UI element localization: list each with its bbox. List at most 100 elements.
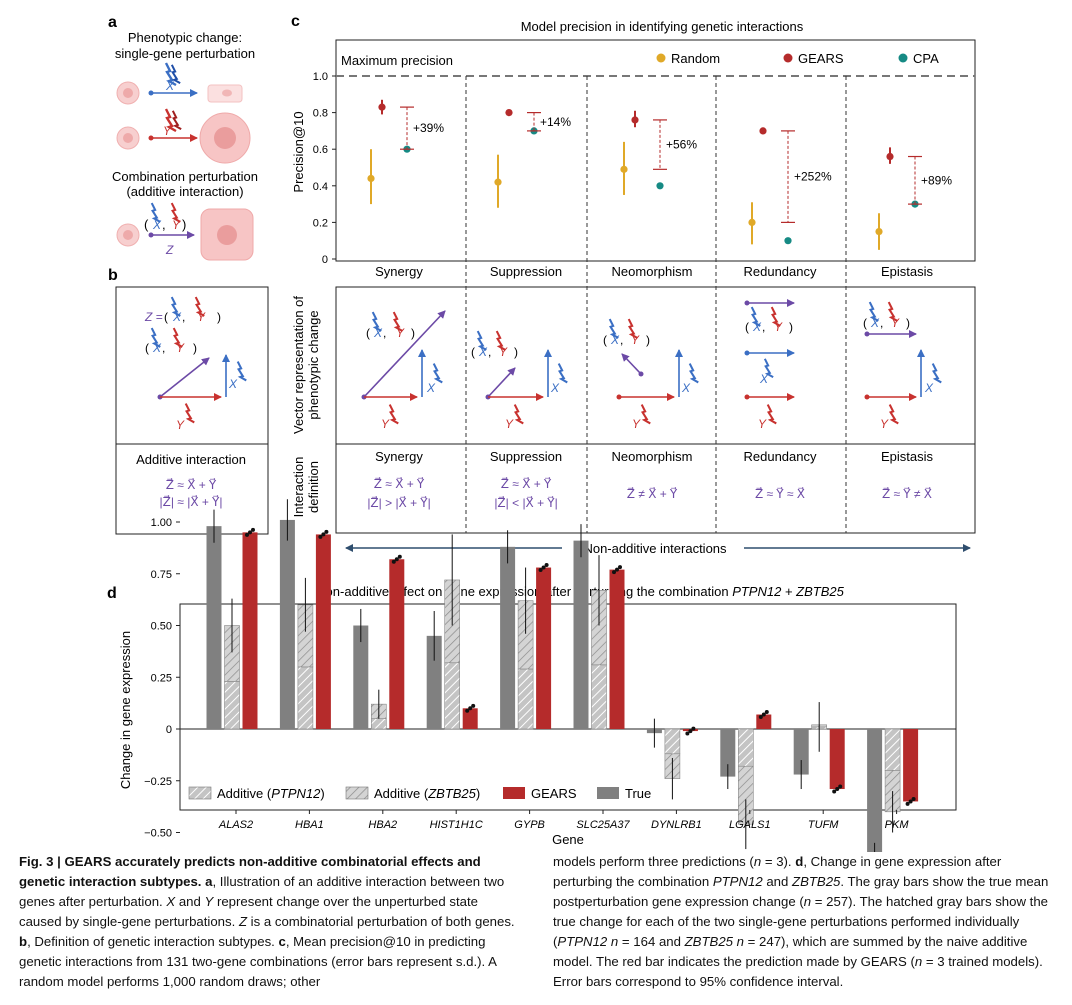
sup-yv-label: Y — [505, 417, 514, 431]
legend-cpa-label: CPA — [913, 51, 939, 66]
panel-label-d: d — [107, 585, 117, 602]
point-gears — [378, 103, 386, 111]
subtype-names: Synergy Suppression Neomorphism Redundan… — [375, 264, 933, 279]
caption-fragment: models perform three predictions ( — [553, 854, 754, 869]
bar-true — [573, 540, 589, 729]
vector-epistasis: ( X , Y ) X Y — [863, 301, 943, 431]
c-ytick-label: 1.0 — [313, 71, 328, 83]
panel-b-y-vec-label: Y — [176, 418, 185, 432]
gears-replicate-dot — [544, 563, 549, 568]
syn-y-label: Y — [396, 326, 405, 340]
panel-b-paren-open-1: ( — [164, 310, 168, 324]
red-paren-open: ( — [745, 320, 749, 334]
epi-xv-label: X — [924, 381, 934, 395]
gears-replicate-dot — [758, 714, 763, 719]
sup-paren-open: ( — [471, 345, 475, 359]
caption-column-2: models perform three predictions ( n = 3)… — [553, 852, 1053, 992]
caption-fragment: = 3 trained models). Error bars correspo… — [553, 954, 1043, 989]
legend-additive-ptpn12-label: Additive (PTPN12) — [217, 786, 325, 801]
d-ytick-label: 0.25 — [151, 672, 172, 684]
gears-replicate-dot — [318, 534, 323, 539]
panel-label-c: c — [291, 13, 300, 30]
epi-x-label: X — [870, 316, 880, 330]
bar-true — [426, 635, 442, 729]
panel-d-title: Non-additive effect on gene expression a… — [316, 584, 844, 599]
bar-gears — [462, 708, 478, 729]
caption-fragment: , Change in gene expression after pertur… — [553, 854, 1002, 889]
caption-fragment: = 164 and — [618, 934, 685, 949]
bar-additive-ptpn12 — [664, 728, 681, 755]
subtype-name-epistasis: Epistasis — [881, 264, 934, 279]
point-cpa — [656, 182, 664, 190]
gene-label: LGALS1 — [729, 819, 771, 831]
panel-b-y-vec-lightning-icon — [184, 402, 196, 424]
caption-fragment: = 3). — [761, 854, 796, 869]
improvement-bracket: +56% — [653, 119, 697, 170]
panel-d-xlabels: ALAS2 HBA1 HBA2 HIST1H1C GYPB SLC25A37 DYNLRB1… — [218, 810, 909, 831]
bar-true — [867, 729, 883, 852]
gene-label: PKM — [885, 819, 910, 831]
gears-replicate-dot — [538, 568, 543, 573]
def-name-synergy: Synergy — [375, 449, 423, 464]
vector-synergy: ( X , Y ) X Y — [361, 310, 446, 431]
gears-replicate-dot — [688, 729, 693, 734]
epi-paren-close: ) — [906, 316, 910, 330]
legend-true-swatch — [597, 787, 619, 799]
caption-fragment: . The gray bars show the true mean postp… — [553, 874, 1049, 909]
improvement-label: +56% — [666, 138, 697, 152]
neo-comma: , — [620, 333, 623, 347]
def-synergy-line2: |Z⃗| > |X⃗ + Y⃗| — [367, 496, 430, 510]
point-random — [748, 218, 756, 226]
caption-fragment: = 247), which are summed by the naive ad… — [553, 934, 1028, 969]
panel-a-title-line2: single-gene perturbation — [115, 46, 255, 61]
caption-fragment: d — [795, 854, 804, 869]
legend-gears-swatch — [503, 787, 525, 799]
gears-replicate-dot — [612, 570, 616, 575]
def-ylabel-line1: Interaction — [291, 457, 306, 518]
panel-a: a Phenotypic change: single-gene perturb… — [108, 14, 258, 261]
panel-c-yaxis: 0 0.2 0.4 0.6 0.8 1.0 — [313, 71, 336, 266]
d-ytick-label: 0.75 — [151, 569, 172, 581]
c-ytick-label: 0.8 — [313, 108, 328, 120]
bar-true — [353, 625, 369, 729]
caption-fragment: and — [175, 894, 205, 909]
sup-x-label: X — [478, 345, 488, 359]
caption-fig-label: Fig. 3 | — [19, 854, 65, 869]
z-label: Z — [165, 243, 174, 257]
panel-b-x-vec-label: X — [228, 377, 238, 391]
sup-y-label: Y — [499, 345, 508, 359]
panel-b-def-line1: Z⃗ ≈ X⃗ + Y⃗ — [166, 478, 217, 492]
gears-replicate-dot — [691, 726, 696, 731]
neo-y-label: Y — [631, 333, 640, 347]
gears-replicate-dot — [615, 567, 619, 572]
gears-replicate-dot — [245, 532, 249, 537]
caption-fragment: n — [914, 954, 923, 969]
panel-b-vector-diagram: X Y — [157, 354, 248, 432]
z-perturbation-arrow: ( X , Y ) Z — [144, 202, 195, 257]
red-comma: , — [762, 320, 765, 334]
z-paren-open: ( — [144, 217, 149, 232]
neo-yv-label: Y — [632, 417, 641, 431]
bar-gears — [829, 729, 845, 790]
bar-additive-ptpn12 — [517, 668, 534, 730]
panel-c: c Model precision in identifying genetic… — [291, 13, 976, 556]
caption-fragment: a — [201, 874, 213, 889]
red-xv-label: X — [759, 372, 769, 386]
panel-d: d Non-additive effect on gene expression… — [107, 499, 957, 852]
bar-gears — [389, 559, 405, 729]
point-random — [875, 227, 883, 236]
legend-additive-zbtb25-label: Additive (ZBTB25) — [374, 786, 480, 801]
bar-additive-ptpn12 — [884, 728, 901, 771]
definitions-row: Synergy Suppression Neomorphism Redundan… — [367, 449, 933, 510]
caption-fragment: Y — [204, 894, 214, 909]
vector-neomorphism: ( X , Y ) X Y — [603, 318, 700, 431]
bar-additive-ptpn12 — [297, 666, 314, 730]
caption-fragment: PTPN12 n — [557, 934, 619, 949]
def-name-neomorphism: Neomorphism — [612, 449, 693, 464]
d-ytick-label: −0.50 — [144, 828, 172, 840]
legend-gears-label: GEARS — [798, 51, 844, 66]
y-perturbation-arrow: Y — [148, 108, 198, 142]
red-yv-lightning-icon — [766, 403, 778, 425]
panel-d-bars — [206, 499, 919, 852]
bar-additive-ptpn12 — [444, 662, 461, 730]
